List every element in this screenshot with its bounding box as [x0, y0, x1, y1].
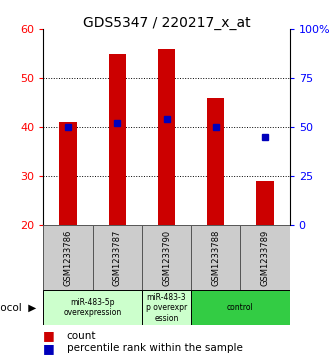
Bar [142, 290, 191, 325]
Bar [93, 225, 142, 290]
Bar [59, 122, 77, 225]
Bar [43, 225, 93, 290]
Text: GSM1233790: GSM1233790 [162, 230, 171, 286]
Bar [256, 181, 274, 225]
Text: GSM1233787: GSM1233787 [113, 229, 122, 286]
Text: control: control [227, 303, 254, 312]
Bar [43, 290, 142, 325]
Text: GSM1233788: GSM1233788 [211, 229, 220, 286]
Text: ■: ■ [43, 329, 55, 342]
Text: protocol  ▶: protocol ▶ [0, 303, 37, 313]
Text: percentile rank within the sample: percentile rank within the sample [67, 343, 242, 354]
Text: GSM1233789: GSM1233789 [260, 230, 270, 286]
Text: count: count [67, 331, 96, 341]
Text: GSM1233786: GSM1233786 [63, 229, 73, 286]
Bar [158, 49, 175, 225]
Bar [109, 53, 126, 225]
Bar [207, 98, 224, 225]
Text: miR-483-3
p overexpr
ession: miR-483-3 p overexpr ession [146, 293, 187, 323]
Text: miR-483-5p
overexpression: miR-483-5p overexpression [64, 298, 122, 317]
Bar [240, 225, 290, 290]
Text: GDS5347 / 220217_x_at: GDS5347 / 220217_x_at [83, 16, 250, 30]
Bar [191, 290, 290, 325]
Bar [142, 225, 191, 290]
Text: ■: ■ [43, 342, 55, 355]
Bar [191, 225, 240, 290]
